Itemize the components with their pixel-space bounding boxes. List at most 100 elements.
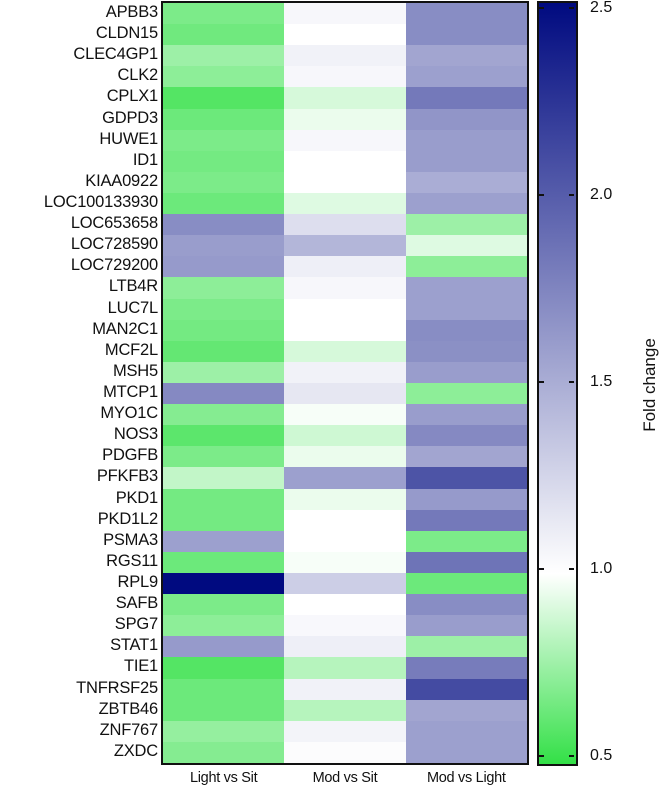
- colorbar-tick: [539, 7, 544, 9]
- heatmap-cell: [163, 256, 285, 278]
- colorbar-tick-label: 2.0: [590, 186, 613, 203]
- heatmap-cell: [284, 319, 406, 341]
- heatmap-row: [163, 171, 527, 193]
- heatmap-cell: [284, 594, 406, 616]
- heatmap-cell: [284, 361, 406, 383]
- heatmap-cell: [405, 678, 527, 700]
- colorbar-tick-label: 1.0: [590, 560, 613, 577]
- heatmap-cell: [284, 87, 406, 109]
- colorbar-tick: [569, 194, 574, 196]
- heatmap-row: [163, 277, 527, 299]
- heatmap-cell: [163, 108, 285, 130]
- row-label: RPL9: [117, 572, 159, 591]
- heatmap-row: [163, 699, 527, 721]
- heatmap-cell: [163, 298, 285, 320]
- row-label: MCF2L: [104, 340, 158, 359]
- heatmap-cell: [163, 214, 285, 236]
- row-label: PSMA3: [103, 530, 158, 549]
- heatmap-cell: [163, 129, 285, 151]
- heatmap-row: [163, 425, 527, 447]
- heatmap-row: [163, 192, 527, 215]
- heatmap-cell: [405, 551, 527, 573]
- row-label: ZBTB46: [98, 699, 159, 718]
- heatmap-row: [163, 678, 527, 700]
- heatmap-cell: [405, 572, 527, 595]
- heatmap-cell: [284, 699, 406, 721]
- row-label: LOC729200: [70, 256, 158, 275]
- heatmap-cell: [284, 24, 406, 46]
- column-labels: Light vs Sit Mod vs Sit Mod vs Light: [163, 770, 527, 786]
- heatmap-cell: [284, 298, 406, 320]
- heatmap-cell: [405, 45, 527, 67]
- heatmap-cell: [405, 150, 527, 172]
- heatmap-row: [163, 509, 527, 531]
- heatmap-cell: [405, 256, 527, 278]
- heatmap-cell: [284, 66, 406, 88]
- heatmap-cell: [405, 509, 527, 531]
- column-label: Mod vs Light: [427, 770, 506, 786]
- heatmap-cell: [405, 3, 527, 25]
- heatmap-row: [163, 298, 527, 320]
- column-label: Light vs Sit: [190, 770, 258, 786]
- colorbar-tick: [539, 381, 544, 383]
- row-label: CLDN15: [95, 24, 158, 43]
- heatmap-cell: [405, 720, 527, 742]
- heatmap-row: [163, 129, 527, 151]
- heatmap-row: [163, 741, 527, 763]
- row-label: CLEC4GP1: [73, 45, 158, 64]
- heatmap-row: [163, 615, 527, 637]
- heatmap-cell: [163, 404, 285, 426]
- heatmap-cell: [284, 488, 406, 510]
- colorbar-tick: [569, 568, 574, 570]
- row-label: MAN2C1: [92, 319, 158, 338]
- heatmap-row: [163, 340, 527, 362]
- heatmap-cell: [405, 129, 527, 151]
- heatmap-cell: [163, 530, 285, 552]
- heatmap-row: [163, 572, 527, 595]
- heatmap-row: [163, 382, 527, 405]
- heatmap-cell: [405, 657, 527, 679]
- heatmap-cell: [405, 277, 527, 299]
- colorbar-tick-label: 1.5: [590, 373, 613, 390]
- heatmap-cell: [163, 446, 285, 468]
- heatmap-cell: [284, 551, 406, 573]
- heatmap-cell: [163, 235, 285, 257]
- row-label: PKD1L2: [97, 509, 158, 528]
- heatmap-cell: [163, 615, 285, 637]
- heatmap-cell: [284, 150, 406, 172]
- heatmap-cell: [163, 66, 285, 88]
- heatmap-cell: [405, 615, 527, 637]
- row-label: STAT1: [110, 636, 158, 655]
- heatmap-cell: [163, 150, 285, 172]
- heatmap-cell: [163, 572, 285, 595]
- heatmap-cell: [284, 636, 406, 658]
- heatmap-cell: [284, 382, 406, 405]
- heatmap-row: [163, 467, 527, 489]
- heatmap-cell: [405, 594, 527, 616]
- heatmap-cell: [284, 256, 406, 278]
- heatmap-cell: [405, 192, 527, 215]
- row-label: NOS3: [113, 425, 158, 444]
- heatmap-cell: [284, 741, 406, 763]
- heatmap-cell: [163, 594, 285, 616]
- heatmap-cell: [163, 45, 285, 67]
- row-label: ZNF767: [99, 720, 159, 739]
- heatmap-row: [163, 404, 527, 426]
- heatmap-cell: [405, 636, 527, 658]
- heatmap-cell: [405, 108, 527, 130]
- heatmap-grid: [161, 1, 529, 765]
- heatmap-row: [163, 551, 527, 573]
- heatmap-cell: [284, 657, 406, 679]
- heatmap-cell: [163, 87, 285, 109]
- heatmap-cell: [405, 530, 527, 552]
- heatmap-cell: [163, 636, 285, 658]
- heatmap-row: [163, 657, 527, 679]
- heatmap-cell: [163, 192, 285, 215]
- heatmap-row: [163, 66, 527, 88]
- heatmap-cell: [405, 425, 527, 447]
- heatmap-cell: [284, 45, 406, 67]
- colorbar-tick: [569, 381, 574, 383]
- heatmap-cell: [405, 214, 527, 236]
- heatmap-cell: [405, 171, 527, 193]
- heatmap-cell: [284, 171, 406, 193]
